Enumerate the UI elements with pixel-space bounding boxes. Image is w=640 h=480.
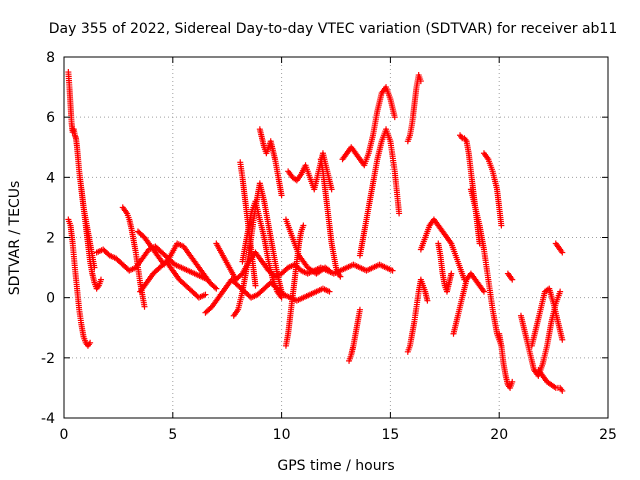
y-tick-label: 2 — [46, 231, 55, 247]
axis-ticks: 0 5 10 15 20 25 -4 -2 0 2 4 6 8 — [41, 50, 617, 443]
x-axis-label: GPS time / hours — [277, 458, 394, 474]
grid-lines — [64, 57, 608, 418]
series-track-01 — [65, 69, 98, 271]
x-tick-label: 5 — [168, 427, 177, 443]
data-point — [202, 291, 209, 298]
series-track-32 — [528, 285, 566, 349]
series-track-17 — [317, 156, 344, 280]
data-point — [559, 249, 566, 256]
data-point — [509, 276, 516, 283]
data-point — [448, 270, 455, 277]
series-track-27 — [467, 186, 505, 349]
series-track-07 — [137, 258, 209, 301]
data-point — [356, 306, 363, 313]
y-tick-label: 0 — [46, 291, 55, 307]
series-track-08 — [202, 276, 333, 316]
series-track-22 — [404, 276, 431, 355]
data-point — [300, 222, 307, 229]
data-point — [278, 294, 285, 301]
x-tick-label: 0 — [60, 427, 69, 443]
chart-title: Day 355 of 2022, Sidereal Day-to-day VTE… — [49, 21, 618, 37]
data-point — [424, 297, 431, 304]
series-track-16 — [285, 150, 335, 193]
data-point — [97, 276, 104, 283]
series-track-33 — [535, 366, 566, 394]
series-track-13 — [237, 159, 259, 289]
series-track-12 — [256, 126, 285, 199]
series-track-02 — [65, 216, 94, 349]
data-point — [391, 114, 398, 121]
series-track-34 — [552, 240, 566, 256]
series-track-06 — [134, 228, 220, 292]
data-point — [212, 284, 219, 291]
data-point — [87, 339, 94, 346]
series-track-29 — [496, 330, 516, 391]
data-point — [396, 210, 403, 217]
series-track-23 — [417, 216, 468, 283]
y-axis-label: SDTVAR / TECUs — [7, 181, 23, 296]
x-tick-label: 15 — [381, 427, 399, 443]
data-point — [480, 288, 487, 295]
data-point — [557, 288, 564, 295]
data-point — [141, 303, 148, 310]
series-track-15 — [282, 216, 333, 277]
y-tick-label: -4 — [41, 411, 55, 427]
data-point — [498, 222, 505, 229]
data-point — [509, 378, 516, 385]
data-point — [559, 387, 566, 394]
series-track-21 — [404, 72, 424, 145]
data-points — [65, 69, 566, 394]
series-track-19 — [346, 306, 363, 364]
data-point — [389, 267, 396, 274]
series-track-03 — [78, 186, 104, 292]
series-track-30 — [504, 270, 516, 283]
series-track-18 — [339, 84, 398, 169]
data-point — [328, 186, 335, 193]
data-point — [252, 282, 259, 289]
data-point — [278, 192, 285, 199]
x-tick-label: 25 — [599, 427, 617, 443]
data-point — [417, 78, 424, 85]
y-tick-label: -2 — [41, 351, 55, 367]
data-point — [326, 288, 333, 295]
series-track-20 — [356, 126, 403, 259]
y-tick-label: 8 — [46, 50, 55, 66]
series-track-24 — [435, 240, 455, 295]
data-point — [213, 285, 220, 292]
data-point — [337, 273, 344, 280]
x-tick-label: 20 — [490, 427, 508, 443]
series-track-10 — [230, 180, 285, 319]
series-track-05 — [119, 204, 148, 310]
y-tick-label: 4 — [46, 170, 55, 186]
series-track-25 — [450, 270, 487, 337]
data-point — [326, 267, 333, 274]
data-point — [559, 336, 566, 343]
y-tick-label: 6 — [46, 110, 55, 126]
series-track-28 — [480, 150, 505, 229]
x-tick-label: 10 — [273, 427, 291, 443]
series-track-14 — [282, 222, 307, 349]
